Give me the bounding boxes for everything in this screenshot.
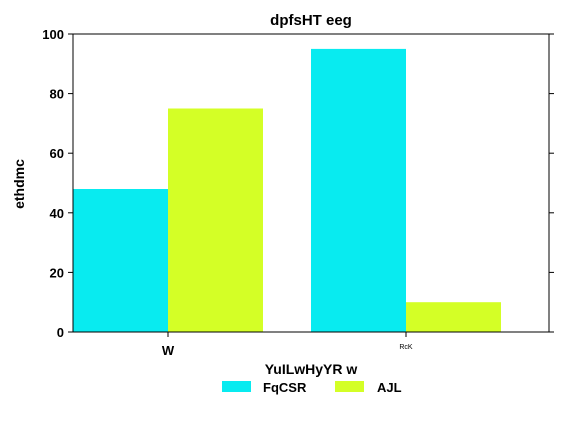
y-tick-label: 0 (57, 325, 64, 340)
y-tick-label: 80 (50, 87, 64, 102)
x-tick-label-rck: RcK (399, 344, 413, 351)
bar-ajl-w (168, 108, 263, 332)
legend-swatch-fqcsr (222, 381, 251, 392)
chart-title: dpfsHT eeg (270, 12, 352, 29)
bar-fqcsr-rck (311, 48, 406, 333)
y-tick-label: 100 (42, 27, 64, 42)
y-axis-label: ethdmc (11, 159, 27, 209)
legend: FqCSR AJL (222, 380, 402, 395)
legend-label-fqcsr: FqCSR (263, 380, 307, 395)
x-axis-label: YuILwHyYR w (265, 361, 358, 377)
legend-label-ajl: AJL (377, 380, 402, 395)
y-tick-label: 40 (50, 206, 64, 221)
plot-frame (72, 33, 550, 333)
x-axis: W RcK (162, 332, 413, 358)
y-tick-label: 20 (50, 265, 64, 280)
bar-fqcsr-w (73, 189, 168, 332)
y-axis: 0 20 40 60 80 100 (42, 27, 554, 340)
y-tick-label: 60 (50, 146, 64, 161)
bars-group (73, 48, 501, 333)
legend-swatch-ajl (335, 381, 364, 392)
bar-ajl-rck (406, 302, 501, 332)
x-tick-label-w: W (162, 343, 175, 358)
